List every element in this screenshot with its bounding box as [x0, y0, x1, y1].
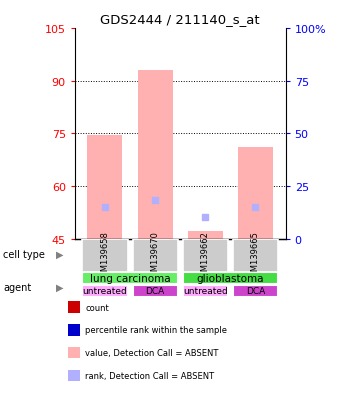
Text: untreated: untreated	[183, 287, 228, 296]
Title: GDS2444 / 211140_s_at: GDS2444 / 211140_s_at	[100, 13, 260, 26]
Bar	[188, 231, 223, 239]
Bar	[183, 239, 228, 272]
Bar	[238, 148, 273, 239]
Text: GSM139670: GSM139670	[151, 230, 159, 281]
Text: percentile rank within the sample: percentile rank within the sample	[85, 325, 227, 335]
Text: GSM139662: GSM139662	[201, 230, 210, 281]
Bar	[183, 273, 278, 285]
Text: agent: agent	[3, 282, 32, 292]
Text: ▶: ▶	[56, 249, 63, 259]
Bar	[82, 239, 128, 272]
Text: value, Detection Call = ABSENT: value, Detection Call = ABSENT	[85, 348, 218, 357]
Text: DCA: DCA	[146, 287, 165, 296]
Text: cell type: cell type	[3, 249, 45, 259]
Text: ▶: ▶	[56, 282, 63, 292]
Bar	[87, 136, 122, 239]
Text: untreated: untreated	[83, 287, 127, 296]
Bar	[133, 239, 178, 272]
Text: lung carcinoma: lung carcinoma	[90, 273, 170, 284]
Text: count: count	[85, 303, 109, 312]
Bar	[233, 239, 278, 272]
Bar	[138, 71, 173, 239]
Text: glioblastoma: glioblastoma	[197, 273, 264, 284]
Text: GSM139665: GSM139665	[251, 230, 260, 281]
Bar	[233, 285, 278, 297]
Text: rank, Detection Call = ABSENT: rank, Detection Call = ABSENT	[85, 371, 214, 380]
Bar	[183, 285, 228, 297]
Bar	[82, 285, 128, 297]
Bar	[82, 273, 178, 285]
Text: DCA: DCA	[246, 287, 265, 296]
Bar	[133, 285, 178, 297]
Text: GSM139658: GSM139658	[100, 230, 109, 281]
